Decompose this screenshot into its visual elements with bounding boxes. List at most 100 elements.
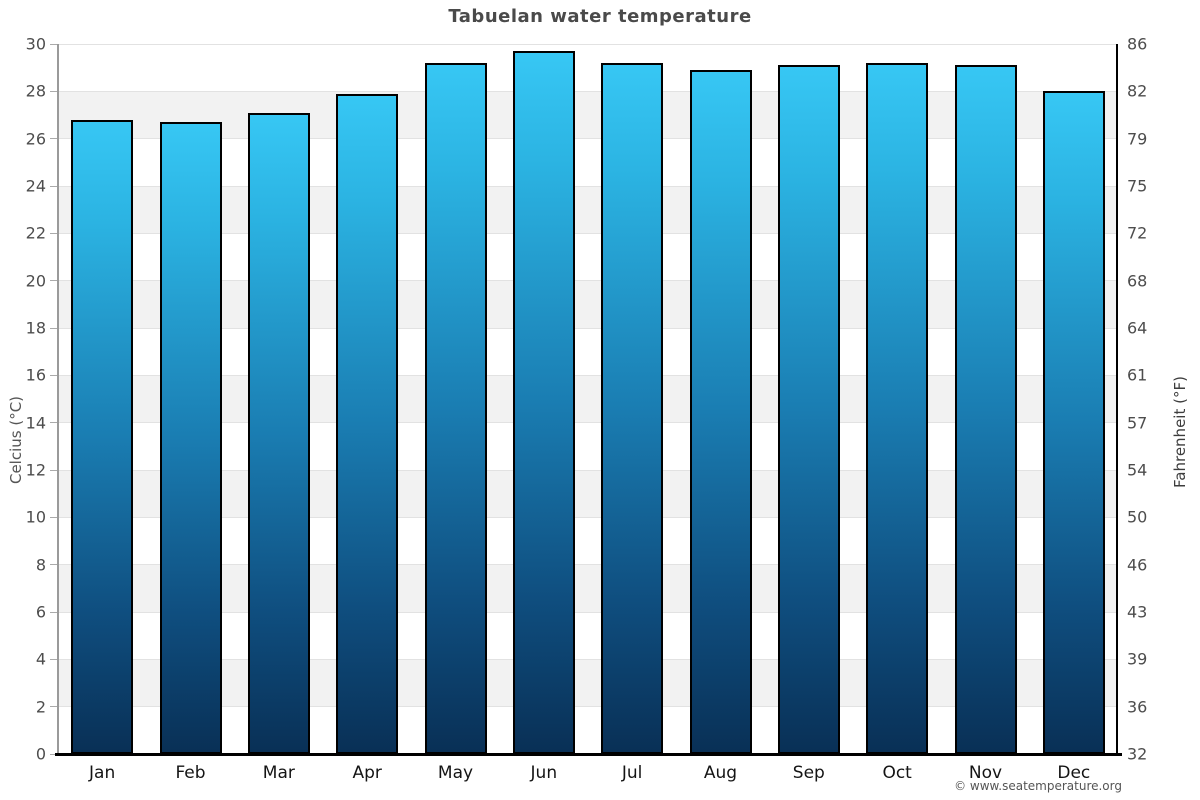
gridline: [58, 422, 1118, 424]
gridline: [58, 611, 1118, 613]
gridline: [58, 469, 1118, 471]
y-tick-label-celsius: 24: [25, 176, 46, 196]
y-axis-tick: [50, 138, 58, 140]
y-tick-label-fahrenheit: 61: [1127, 365, 1148, 385]
y-tick-label-fahrenheit: 43: [1127, 602, 1148, 622]
y-axis-tick: [50, 753, 58, 755]
y-axis-tick: [50, 469, 58, 471]
y-axis-tick: [50, 706, 58, 708]
x-tick-label: Apr: [352, 763, 382, 783]
x-tick-label: Feb: [175, 763, 206, 783]
gridline: [58, 232, 1118, 234]
y-tick-label-fahrenheit: 79: [1127, 129, 1148, 149]
y-axis-tick: [50, 185, 58, 187]
bar-feb: [159, 122, 222, 754]
bar-sep: [777, 65, 840, 754]
bar-oct: [866, 62, 929, 754]
bar-nov: [954, 65, 1017, 754]
gridline: [58, 138, 1118, 140]
y-tick-label-celsius: 20: [25, 271, 46, 291]
y-tick-label-fahrenheit: 50: [1127, 507, 1148, 527]
y-axis-tick: [50, 516, 58, 518]
y-axis-tick: [50, 327, 58, 329]
y-tick-label-fahrenheit: 86: [1127, 34, 1148, 54]
grid-band: [58, 612, 1118, 660]
y-tick-label-celsius: 26: [25, 129, 46, 149]
x-tick-label: Aug: [703, 763, 738, 783]
y-axis-line-right: [1116, 44, 1118, 754]
bar-dec: [1042, 91, 1105, 754]
y-axis-line-left: [56, 44, 59, 754]
grid-band: [58, 138, 1118, 186]
y-tick-label-celsius: 10: [25, 507, 46, 527]
y-axis-tick: [50, 232, 58, 234]
bar-aug: [689, 70, 752, 754]
x-tick-label: Sep: [792, 763, 825, 783]
gridline: [58, 564, 1118, 566]
bar-mar: [247, 112, 310, 754]
gridline: [58, 90, 1118, 92]
y-tick-label-fahrenheit: 82: [1127, 81, 1148, 101]
y-axis-tick: [50, 280, 58, 282]
y-tick-label-celsius: 28: [25, 81, 46, 101]
y-tick-label-celsius: 12: [25, 460, 46, 480]
bar-jul: [601, 62, 664, 754]
y-axis-tick: [50, 564, 58, 566]
gridline: [58, 706, 1118, 708]
grid-band: [58, 91, 1118, 139]
grid-band: [58, 470, 1118, 518]
y-tick-label-celsius: 6: [35, 602, 46, 622]
y-tick-label-celsius: 8: [35, 555, 46, 575]
x-tick-label: Nov: [968, 763, 1003, 783]
x-tick-label: Dec: [1057, 763, 1091, 783]
y-axis-title-celsius: Celcius (°C): [7, 395, 25, 485]
y-tick-label-celsius: 0: [35, 744, 46, 764]
y-axis-title-fahrenheit: Fahrenheit (°F): [1171, 376, 1189, 488]
y-tick-label-fahrenheit: 46: [1127, 555, 1148, 575]
grid-band: [58, 706, 1118, 754]
grid-band: [58, 186, 1118, 234]
y-tick-label-fahrenheit: 32: [1127, 744, 1148, 764]
gridline: [58, 516, 1118, 518]
gridline: [58, 280, 1118, 282]
gridline: [58, 327, 1118, 329]
gridline: [58, 658, 1118, 660]
bar-jun: [512, 51, 575, 754]
grid-band: [58, 564, 1118, 612]
y-tick-label-celsius: 30: [25, 34, 46, 54]
x-tick-label: Oct: [882, 763, 912, 783]
y-axis-tick: [50, 43, 58, 45]
y-tick-label-fahrenheit: 68: [1127, 271, 1148, 291]
grid-band: [58, 422, 1118, 470]
grid-band: [58, 517, 1118, 565]
x-tick-label: Mar: [262, 763, 295, 783]
grid-band: [58, 44, 1118, 92]
y-tick-label-fahrenheit: 57: [1127, 413, 1148, 433]
grid-band: [58, 280, 1118, 328]
y-tick-label-celsius: 2: [35, 697, 46, 717]
grid-band: [58, 375, 1118, 423]
y-tick-label-fahrenheit: 36: [1127, 697, 1148, 717]
copyright-credit: © www.seatemperature.org: [954, 779, 1122, 793]
gridline: [58, 185, 1118, 187]
y-tick-label-celsius: 4: [35, 649, 46, 669]
grid-band: [58, 659, 1118, 707]
x-tick-label: Jun: [530, 763, 558, 783]
y-axis-tick: [50, 611, 58, 613]
grid-band: [58, 328, 1118, 376]
y-axis-tick: [50, 658, 58, 660]
plot-area: [50, 43, 1118, 755]
bar-apr: [336, 93, 399, 754]
y-tick-label-celsius: 22: [25, 223, 46, 243]
y-axis-tick: [50, 90, 58, 92]
y-axis-tick: [50, 422, 58, 424]
y-tick-label-fahrenheit: 64: [1127, 318, 1148, 338]
gridline: [58, 374, 1118, 376]
y-tick-label-celsius: 14: [25, 413, 46, 433]
x-tick-label: Jan: [89, 763, 116, 783]
gridline: [58, 43, 1118, 45]
y-axis-tick: [50, 374, 58, 376]
y-tick-label-fahrenheit: 54: [1127, 460, 1148, 480]
grid-band: [58, 233, 1118, 281]
